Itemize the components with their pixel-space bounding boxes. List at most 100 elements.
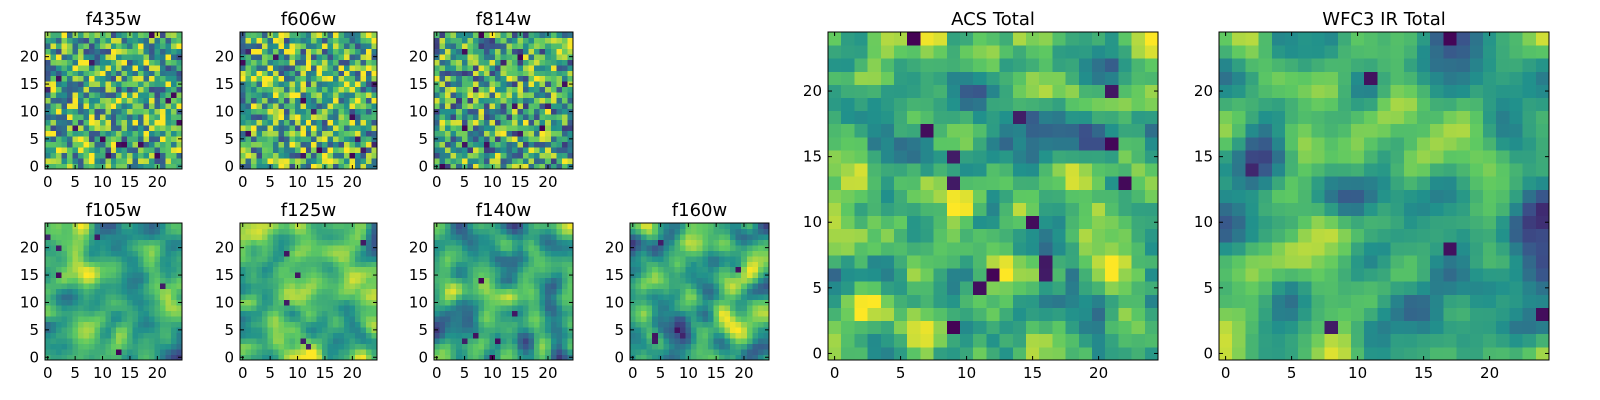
heatmap-cell <box>495 152 502 159</box>
heatmap-cell <box>556 354 563 361</box>
heatmap-cell <box>713 266 720 273</box>
heatmap-cell <box>283 261 290 268</box>
heatmap-cell <box>561 86 568 93</box>
heatmap-cell <box>484 158 490 164</box>
heatmap-cell <box>371 283 378 290</box>
heatmap-cell <box>550 81 557 88</box>
heatmap-cell <box>528 305 535 312</box>
heatmap-cell <box>132 64 139 71</box>
heatmap-cell <box>880 215 895 230</box>
heatmap-cell <box>646 239 653 246</box>
heatmap-cell <box>461 48 468 55</box>
heatmap-cell <box>724 250 731 257</box>
heatmap-cell <box>500 108 507 115</box>
heatmap-cell <box>680 294 686 301</box>
heatmap-cell <box>1078 294 1093 308</box>
heatmap-cell <box>165 310 172 317</box>
heatmap-cell <box>77 53 84 60</box>
heatmap-cell <box>506 152 513 159</box>
heatmap-cell <box>55 255 62 262</box>
heatmap-cell <box>461 75 468 82</box>
heatmap-cell <box>283 70 290 77</box>
heatmap-cell <box>250 283 257 290</box>
heatmap-cell <box>561 250 568 257</box>
heatmap-cell <box>752 223 759 229</box>
heatmap-cell <box>116 272 123 279</box>
heatmap-cell <box>99 310 106 317</box>
heatmap-cell <box>894 202 908 217</box>
heatmap-cell <box>360 261 367 268</box>
heatmap-cell <box>121 136 128 142</box>
heatmap-cell <box>94 108 101 115</box>
heatmap-cell <box>55 288 62 295</box>
heatmap-cell <box>713 294 720 301</box>
heatmap-cell <box>371 305 378 312</box>
heatmap-cell <box>322 141 329 148</box>
heatmap-cell <box>467 310 474 317</box>
heatmap-cell <box>545 59 552 66</box>
heatmap-cell <box>240 250 246 257</box>
heatmap-cell <box>77 233 84 240</box>
heatmap-cell <box>506 288 513 295</box>
heatmap-cell <box>556 327 563 333</box>
heatmap-cell <box>478 119 485 126</box>
heatmap-cell <box>327 310 334 317</box>
heatmap-cell <box>250 32 257 38</box>
heatmap-cell <box>160 97 166 104</box>
heatmap-cell <box>283 158 290 164</box>
heatmap-cell <box>445 97 452 104</box>
heatmap-cell <box>88 75 95 82</box>
heatmap-cell <box>160 255 166 262</box>
heatmap-cell <box>72 266 79 273</box>
heatmap-cell <box>641 327 648 333</box>
heatmap-cell <box>539 37 546 44</box>
heatmap-cell <box>283 228 290 235</box>
heatmap-cell <box>61 228 68 235</box>
heatmap-cell <box>539 70 546 77</box>
heatmap-cell <box>456 228 463 235</box>
heatmap-cell <box>652 223 659 229</box>
heatmap-cell <box>50 310 57 317</box>
heatmap-cell <box>99 316 106 323</box>
heatmap-cell <box>311 239 318 246</box>
heatmap-cell <box>349 141 356 148</box>
heatmap-cell <box>646 349 653 355</box>
heatmap-cell <box>371 86 378 93</box>
heatmap-cell <box>83 244 90 251</box>
heatmap-cell <box>256 136 263 142</box>
heatmap-cell <box>630 250 636 257</box>
heatmap-cell <box>349 349 356 355</box>
heatmap-cell <box>472 70 479 77</box>
heatmap-cell <box>272 92 279 99</box>
heatmap-cell <box>250 37 257 44</box>
heatmap-cell <box>561 228 568 235</box>
heatmap-cell <box>116 97 123 104</box>
heatmap-cell <box>439 141 446 148</box>
heatmap-cell <box>110 70 117 77</box>
heatmap-cell <box>105 244 112 251</box>
heatmap-cell <box>94 316 101 323</box>
heatmap-cell <box>680 332 686 339</box>
heatmap-cell <box>267 250 274 257</box>
heatmap-cell <box>349 316 356 323</box>
heatmap-cell <box>1118 241 1132 256</box>
heatmap-cell <box>763 261 770 268</box>
heatmap-cell <box>300 343 307 350</box>
heatmap-cell <box>1026 268 1040 282</box>
heatmap-cell <box>55 75 62 82</box>
heatmap-cell <box>143 288 150 295</box>
heatmap-cell <box>445 92 452 99</box>
heatmap-cell <box>539 316 546 323</box>
heatmap-cell <box>294 147 301 153</box>
heatmap-cell <box>143 239 150 246</box>
heatmap-cell <box>116 255 123 262</box>
y-tick-label: 5 <box>418 130 428 148</box>
heatmap-cell <box>261 283 268 290</box>
heatmap-cell <box>261 32 268 38</box>
heatmap-cell <box>110 130 117 137</box>
heatmap-cell <box>72 152 79 159</box>
heatmap-cell <box>344 59 350 66</box>
heatmap-cell <box>746 288 753 295</box>
heatmap-cell <box>66 97 73 104</box>
heatmap-cell <box>160 53 166 60</box>
